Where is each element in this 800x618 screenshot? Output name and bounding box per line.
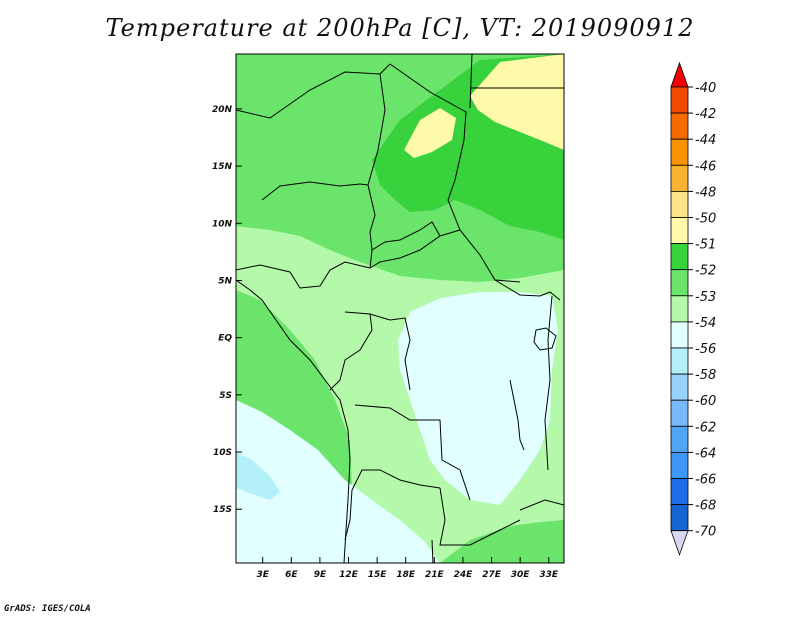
- boundary-egypt: [469, 54, 564, 109]
- chart-title: Temperature at 200hPa [C], VT: 201909091…: [105, 14, 695, 42]
- field-south-green: [440, 520, 564, 563]
- colorbar-label: -42: [695, 107, 716, 122]
- colorbar-box: [670, 164, 689, 192]
- map-frame: [235, 53, 565, 564]
- colorbar-box: [670, 451, 689, 479]
- colorbar-label: -54: [695, 316, 716, 331]
- boundary-nigeria-north: [261, 181, 369, 201]
- colorbar-box: [670, 86, 689, 114]
- boundary-west-africa: [236, 261, 371, 289]
- colorbar-label: -51: [695, 238, 716, 253]
- lake-victoria: [533, 327, 557, 351]
- lake-tanganyika: [509, 379, 525, 451]
- colorbar-label: -40: [695, 81, 716, 96]
- colorbar-top-arrow: [670, 61, 689, 88]
- colorbar-label: -64: [695, 446, 716, 461]
- field-cold-southwest: [236, 400, 440, 563]
- boundaries: [236, 54, 564, 563]
- colorbar-label: -62: [695, 420, 716, 435]
- x-tick-label: 24E: [454, 570, 474, 580]
- colorbar-box: [670, 347, 689, 375]
- x-tick-label: 18E: [396, 570, 416, 580]
- colorbar-box: [670, 269, 689, 297]
- colorbar-bottom-arrow: [670, 530, 689, 556]
- colorbar: -40 -42 -44 -46 -48 -50 -51 -52 -53 -54 -56 -58 -60 -…: [670, 61, 716, 556]
- x-tick-label: 30E: [511, 570, 531, 580]
- boundary-drc-angola: [354, 404, 471, 501]
- colorbar-label: -58: [695, 368, 716, 383]
- y-tick-label: 10S: [213, 448, 232, 458]
- boundary-angola-south: [344, 469, 441, 541]
- colorbar-label: -56: [695, 342, 716, 357]
- colorbar-box: [670, 243, 689, 271]
- colorbar-box: [670, 112, 689, 140]
- boundary-east: [494, 279, 561, 471]
- boundary-libya-sudan: [389, 63, 467, 201]
- field-warm-corner: [470, 54, 564, 150]
- x-tick-label: 15E: [368, 570, 388, 580]
- credit-text: GrADS: IGES/COLA: [4, 604, 91, 614]
- colorbar-box: [670, 373, 689, 401]
- boundary-zambia: [439, 487, 521, 546]
- y-tick-label: 5N: [218, 276, 232, 286]
- colorbar-box: [670, 217, 689, 245]
- y-tick-label: EQ: [218, 334, 232, 344]
- x-tick-label: 33E: [539, 570, 559, 580]
- coastline-west: [236, 279, 351, 563]
- colorbar-box: [670, 295, 689, 323]
- colorbar-label: -68: [695, 499, 716, 514]
- x-tick-label: 27E: [482, 570, 502, 580]
- boundary-congo: [329, 311, 411, 391]
- boundary-sahara: [236, 63, 391, 119]
- colorbar-box: [670, 399, 689, 427]
- y-tick-label: 5S: [219, 391, 232, 401]
- colorbar-box: [670, 478, 689, 506]
- temperature-field: [236, 54, 564, 563]
- colorbar-label: -52: [695, 264, 716, 279]
- colorbar-label: -53: [695, 290, 716, 305]
- y-tick-label: 10N: [212, 219, 233, 229]
- boundary-sudan-south: [371, 199, 461, 251]
- y-tick-label: 20N: [212, 105, 233, 115]
- colorbar-label: -46: [695, 159, 716, 174]
- colorbar-label: -70: [695, 525, 716, 540]
- x-tick-label: 9E: [314, 570, 327, 580]
- colorbar-box: [670, 425, 689, 453]
- y-tick-label: 15S: [213, 505, 232, 515]
- y-axis: 20N 15N 10N 5N EQ 5S 10S 15S: [212, 105, 242, 515]
- x-axis: 3E 6E 9E 12E 15E 18E 21E 24E 27E 30E 33E: [256, 557, 559, 580]
- colorbar-box: [670, 504, 689, 532]
- x-tick-label: 3E: [256, 570, 269, 580]
- colorbar-label: -60: [695, 394, 716, 409]
- colorbar-label: -66: [695, 473, 716, 488]
- colorbar-label: -50: [695, 212, 716, 227]
- field-coldest-patch: [236, 452, 280, 500]
- field-warm-patch: [404, 108, 456, 158]
- boundary-niger-chad: [367, 73, 386, 269]
- colorbar-label: -48: [695, 185, 716, 200]
- x-tick-label: 6E: [285, 570, 298, 580]
- field-cold-center: [398, 292, 558, 505]
- boundary-south: [431, 499, 564, 563]
- colorbar-label: -44: [695, 133, 716, 148]
- colorbar-box: [670, 138, 689, 166]
- y-tick-label: 15N: [212, 162, 233, 172]
- x-tick-label: 12E: [339, 570, 359, 580]
- colorbar-box: [670, 190, 689, 218]
- x-tick-label: 21E: [425, 570, 445, 580]
- colorbar-box: [670, 321, 689, 349]
